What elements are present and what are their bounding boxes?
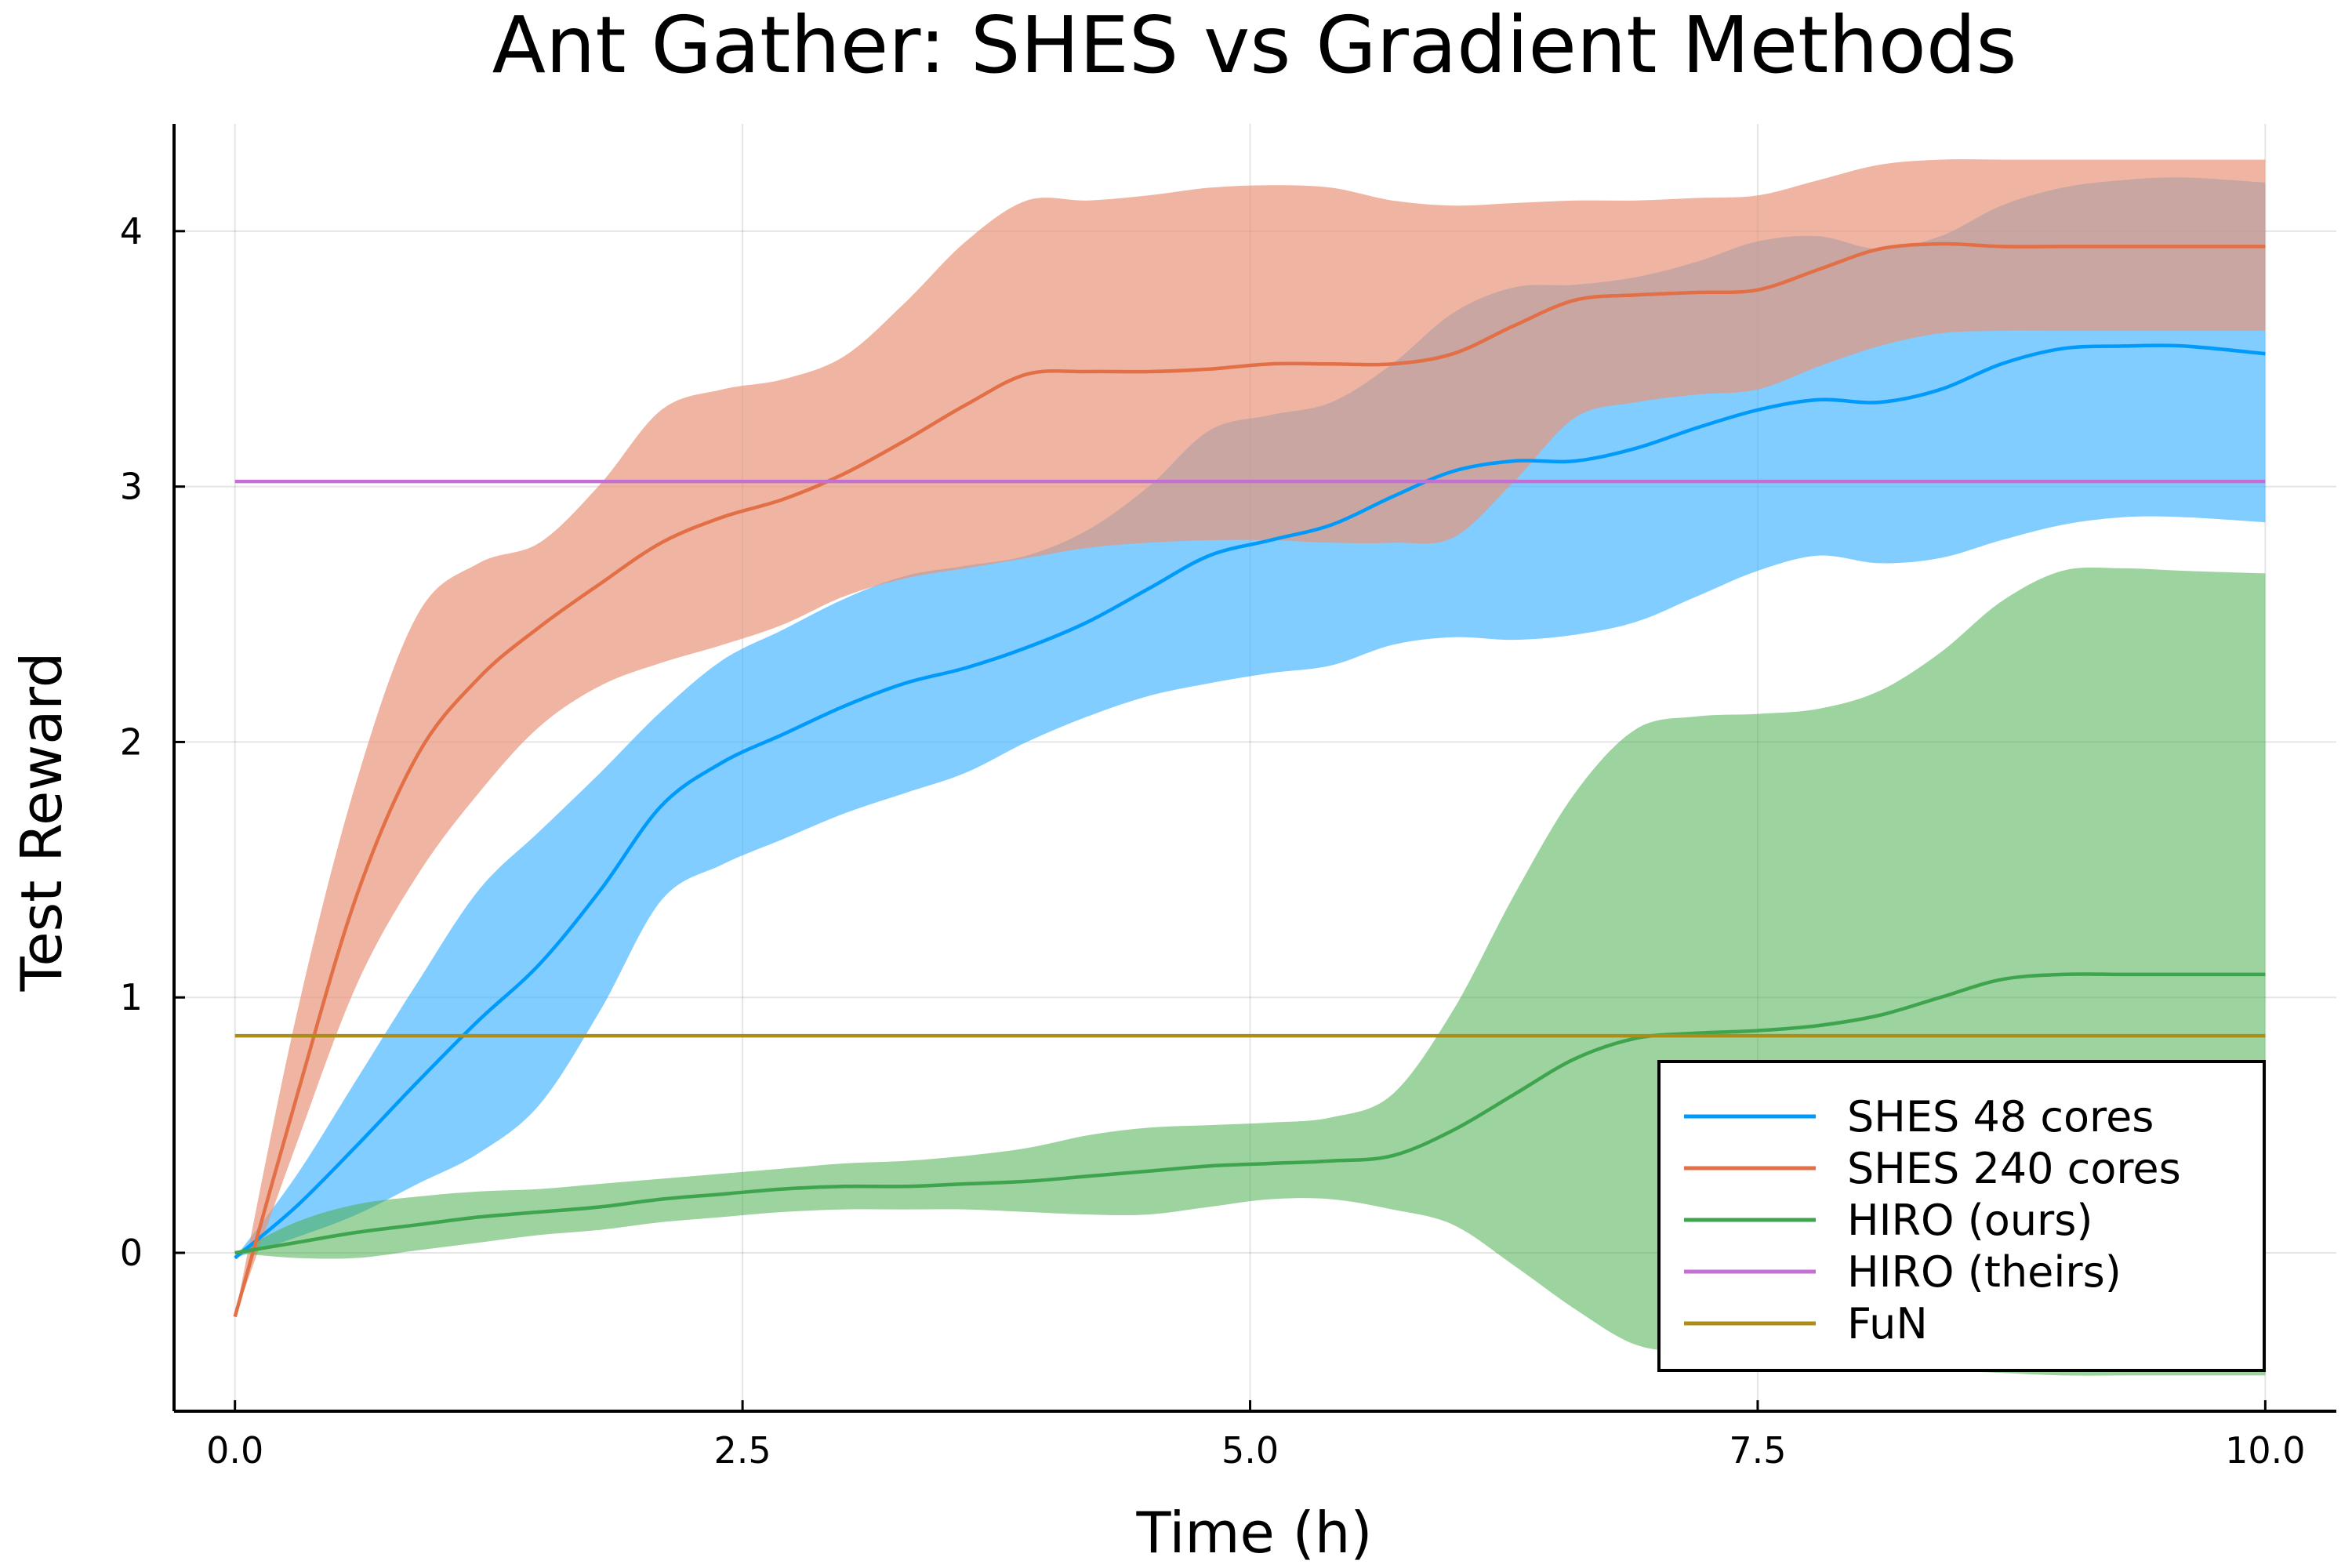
y-tick-labels: 0 1 2 3 4 xyxy=(120,210,143,1274)
legend-label-1: SHES 240 cores xyxy=(1847,1144,2181,1193)
y-tick-label-1: 1 xyxy=(120,976,143,1018)
band-1 xyxy=(234,159,2266,1317)
legend-box xyxy=(1657,1060,2266,1372)
y-tick-label-2: 2 xyxy=(120,720,143,763)
legend-label-0: SHES 48 cores xyxy=(1847,1092,2154,1142)
x-axis-label: Time (h) xyxy=(1136,1500,1373,1566)
x-tick-label-0: 0.0 xyxy=(206,1429,263,1472)
x-tick-label-4: 10.0 xyxy=(2225,1429,2305,1472)
series-line-2 xyxy=(234,972,2266,1255)
series-lines xyxy=(233,241,2266,1318)
x-tick-label-3: 7.5 xyxy=(1729,1429,1786,1472)
x-tick-labels: 0.0 2.5 5.0 7.5 10.0 xyxy=(206,1429,2305,1472)
y-tick-label-3: 3 xyxy=(120,466,143,508)
legend-label-3: HIRO (theirs) xyxy=(1847,1247,2122,1297)
y-tick-label-0: 0 xyxy=(120,1232,143,1274)
chart-title: Ant Gather: SHES vs Gradient Methods xyxy=(492,0,2017,91)
series-line-1 xyxy=(233,241,2266,1318)
axes xyxy=(172,124,2336,1413)
y-tick-label-4: 4 xyxy=(120,210,143,252)
x-tick-label-1: 2.5 xyxy=(714,1429,771,1472)
legend-label-4: FuN xyxy=(1847,1299,1928,1348)
band-0 xyxy=(234,177,2266,1258)
series-line-0 xyxy=(234,343,2266,1260)
y-axis-label: Test Reward xyxy=(9,652,74,993)
legend-label-2: HIRO (ours) xyxy=(1847,1196,2092,1245)
x-tick-label-2: 5.0 xyxy=(1221,1429,1279,1472)
